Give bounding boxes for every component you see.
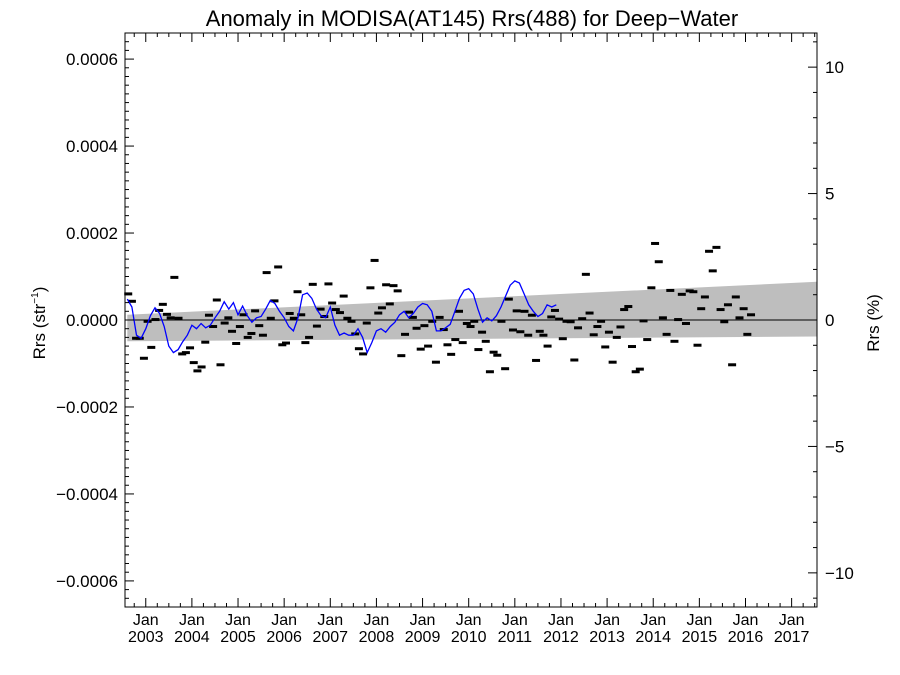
y-left-tick-label: 0.0006 — [66, 50, 118, 69]
x-tick-month-label: Jan — [640, 612, 666, 629]
x-tick-month-label: Jan — [594, 612, 620, 629]
x-tick-year-label: 2010 — [451, 629, 487, 646]
y-left-tick-label: −0.0002 — [56, 398, 118, 417]
x-tick-year-label: 2017 — [774, 629, 810, 646]
x-tick-year-label: 2014 — [635, 629, 671, 646]
x-tick-month-label: Jan — [179, 612, 205, 629]
y-right-tick-label: 10 — [825, 58, 844, 77]
x-tick-year-label: 2008 — [359, 629, 395, 646]
x-tick-month-label: Jan — [133, 612, 159, 629]
uncertainty-band — [127, 281, 818, 342]
x-tick-year-label: 2009 — [405, 629, 441, 646]
x-tick-year-label: 2013 — [589, 629, 625, 646]
x-tick-month-label: Jan — [225, 612, 251, 629]
chart-title: Anomaly in MODISA(AT145) Rrs(488) for De… — [206, 6, 738, 31]
y-left-tick-label: −0.0004 — [56, 485, 118, 504]
x-tick-year-label: 2004 — [174, 629, 210, 646]
y-axis-label-right: Rrs (%) — [864, 294, 883, 352]
y-left-tick-label: 0.0002 — [66, 224, 118, 243]
y-right-tick-label: 5 — [825, 185, 834, 204]
x-tick-month-label: Jan — [410, 612, 436, 629]
y-right-tick-label: −10 — [825, 564, 854, 583]
x-tick-month-label: Jan — [317, 612, 343, 629]
smoothed-series-line — [126, 280, 557, 355]
plot-area: 0.0006 0.0004 0.0002 0.0000 −0.0002 −0.0004 −0… — [56, 32, 854, 646]
y-right-tick-label: 0 — [825, 311, 834, 330]
x-tick-year-label: 2006 — [266, 629, 302, 646]
y-left-tick-label: 0.0000 — [66, 311, 118, 330]
x-tick-month-label: Jan — [502, 612, 528, 629]
x-tick-year-label: 2015 — [682, 629, 718, 646]
y-left-tick-label: 0.0004 — [66, 137, 118, 156]
x-tick-month-label: Jan — [456, 612, 482, 629]
x-tick-month-label: Jan — [364, 612, 390, 629]
y-axis-label-left: Rrs (str−1) — [30, 287, 49, 360]
y-right-tick-label: −5 — [825, 437, 844, 456]
y-left-tick-label: −0.0006 — [56, 572, 118, 591]
y-axis-label-left-superscript: −1 — [30, 292, 41, 304]
x-tick-year-label: 2005 — [220, 629, 256, 646]
x-tick-year-label: 2016 — [728, 629, 764, 646]
x-tick-month-label: Jan — [548, 612, 574, 629]
x-tick-year-label: 2007 — [312, 629, 348, 646]
x-tick-year-label: 2012 — [543, 629, 579, 646]
x-tick-year-label: 2011 — [498, 629, 533, 646]
x-tick-month-label: Jan — [779, 612, 805, 629]
x-tick-month-label: Jan — [686, 612, 712, 629]
x-tick-month-label: Jan — [733, 612, 759, 629]
x-tick-year-label: 2003 — [128, 629, 164, 646]
x-tick-month-label: Jan — [271, 612, 297, 629]
